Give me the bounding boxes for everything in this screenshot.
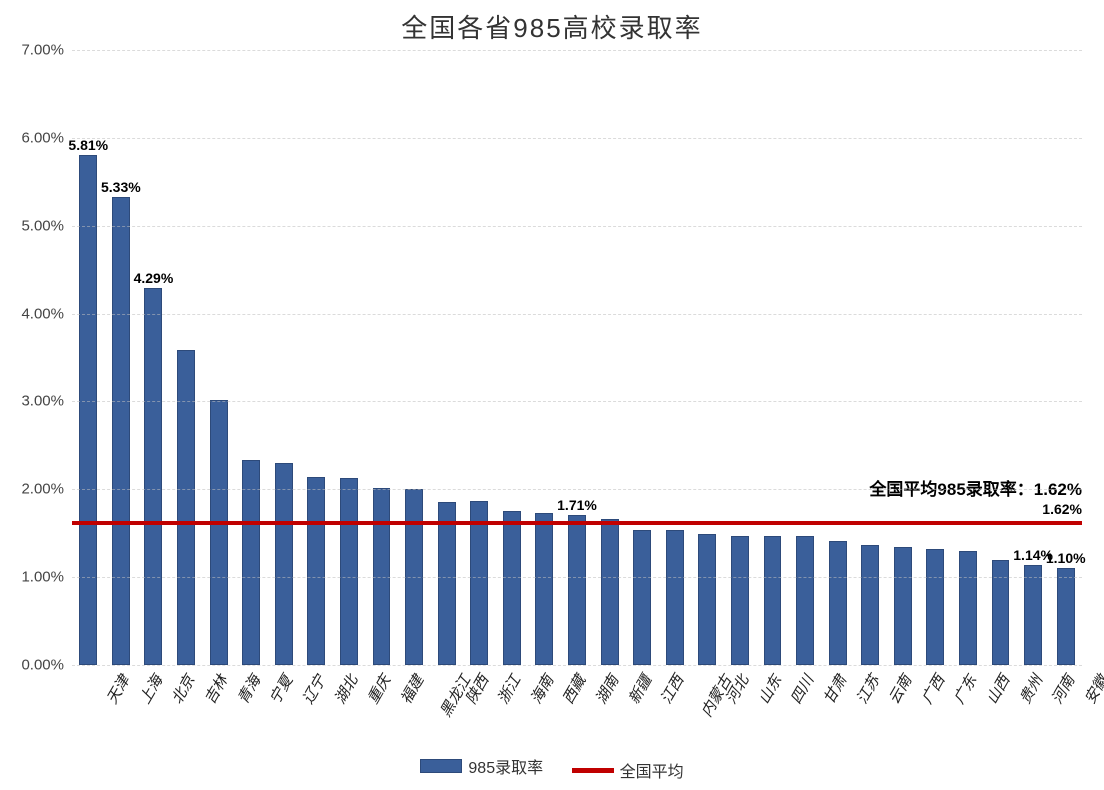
bar	[992, 560, 1010, 665]
average-line	[72, 521, 1082, 525]
bar-value-label: 5.33%	[101, 179, 141, 195]
bar	[764, 536, 782, 665]
x-tick-label: 山东	[753, 671, 786, 707]
plot-area: 5.81%5.33%4.29%1.71%1.14%1.10% 全国平均985录取…	[72, 50, 1082, 665]
bar	[340, 478, 358, 665]
x-tick-label: 江西	[655, 671, 688, 707]
x-tick-label: 福建	[395, 671, 428, 707]
legend-item-line: 全国平均	[572, 758, 684, 782]
x-tick-label: 甘肃	[818, 671, 851, 707]
chart-title: 全国各省985高校录取率	[0, 8, 1104, 45]
x-tick-label: 贵州	[1014, 671, 1047, 707]
bar	[275, 463, 293, 665]
legend-swatch-line	[572, 768, 614, 773]
x-tick-label: 辽宁	[297, 671, 330, 707]
grid-line	[72, 226, 1082, 227]
y-tick-label: 1.00%	[4, 569, 64, 586]
x-axis-labels: 天津上海北京吉林青海宁夏辽宁湖北重庆福建黑龙江陕西浙江海南西藏湖南新疆江西内蒙古…	[72, 665, 1082, 745]
bar	[438, 502, 456, 665]
average-title-annotation: 全国平均985录取率：1.62%	[869, 475, 1082, 500]
x-tick-label: 山西	[981, 671, 1014, 707]
x-tick-label: 四川	[785, 671, 818, 707]
grid-line	[72, 489, 1082, 490]
y-tick-label: 3.00%	[4, 393, 64, 410]
bars-layer: 5.81%5.33%4.29%1.71%1.14%1.10%	[72, 50, 1082, 665]
bar	[959, 551, 977, 665]
legend: 985录取率 全国平均	[0, 754, 1104, 783]
y-tick-label: 6.00%	[4, 129, 64, 146]
bar	[307, 477, 325, 665]
bar	[633, 530, 651, 665]
bar	[210, 400, 228, 665]
x-tick-label: 江苏	[851, 671, 884, 707]
y-tick-label: 5.00%	[4, 217, 64, 234]
x-tick-label: 浙江	[492, 671, 525, 707]
grid-line	[72, 577, 1082, 578]
grid-line	[72, 401, 1082, 402]
legend-swatch-bar	[420, 759, 462, 773]
y-tick-label: 4.00%	[4, 305, 64, 322]
x-tick-label: 重庆	[362, 671, 395, 707]
average-right-label: 1.62%	[1042, 501, 1082, 517]
grid-line	[72, 314, 1082, 315]
x-tick-label: 天津	[101, 671, 134, 707]
bar	[666, 530, 684, 665]
y-tick-label: 7.00%	[4, 42, 64, 59]
legend-item-bar: 985录取率	[420, 754, 543, 778]
x-tick-label: 上海	[134, 671, 167, 707]
y-tick-label: 0.00%	[4, 657, 64, 674]
legend-label-line: 全国平均	[620, 758, 684, 782]
x-tick-label: 西藏	[557, 671, 590, 707]
bar	[601, 519, 619, 665]
bar	[568, 515, 586, 665]
x-tick-label: 北京	[166, 671, 199, 707]
grid-line	[72, 50, 1082, 51]
bar	[535, 513, 553, 665]
bar	[112, 197, 130, 665]
bar	[926, 549, 944, 665]
bar	[894, 547, 912, 665]
x-tick-label: 宁夏	[264, 671, 297, 707]
x-tick-label: 安徽	[1079, 671, 1104, 707]
bar	[1057, 568, 1075, 665]
x-tick-label: 河南	[1046, 671, 1079, 707]
x-tick-label: 新疆	[623, 671, 656, 707]
bar	[144, 288, 162, 665]
x-tick-label: 青海	[232, 671, 265, 707]
bar	[796, 536, 814, 665]
x-tick-label: 海南	[525, 671, 558, 707]
x-tick-label: 吉林	[199, 671, 232, 707]
bar	[79, 155, 97, 665]
grid-line	[72, 138, 1082, 139]
y-tick-label: 2.00%	[4, 481, 64, 498]
bar	[503, 511, 521, 665]
bar	[470, 501, 488, 665]
chart-container: 全国各省985高校录取率 5.81%5.33%4.29%1.71%1.14%1.…	[0, 0, 1104, 790]
x-tick-label: 湖南	[590, 671, 623, 707]
bar-value-label: 1.10%	[1046, 550, 1086, 566]
bar-value-label: 1.71%	[557, 497, 597, 513]
bar	[1024, 565, 1042, 665]
bar	[861, 545, 879, 665]
bar	[698, 534, 716, 665]
x-tick-label: 广西	[916, 671, 949, 707]
x-tick-label: 云南	[883, 671, 916, 707]
x-tick-label: 湖北	[329, 671, 362, 707]
legend-label-bar: 985录取率	[468, 754, 543, 778]
x-tick-label: 广东	[948, 671, 981, 707]
bar	[731, 536, 749, 665]
bar-value-label: 4.29%	[134, 270, 174, 286]
bar	[177, 350, 195, 665]
bar	[242, 460, 260, 665]
bar-value-label: 5.81%	[68, 137, 108, 153]
bar	[829, 541, 847, 665]
